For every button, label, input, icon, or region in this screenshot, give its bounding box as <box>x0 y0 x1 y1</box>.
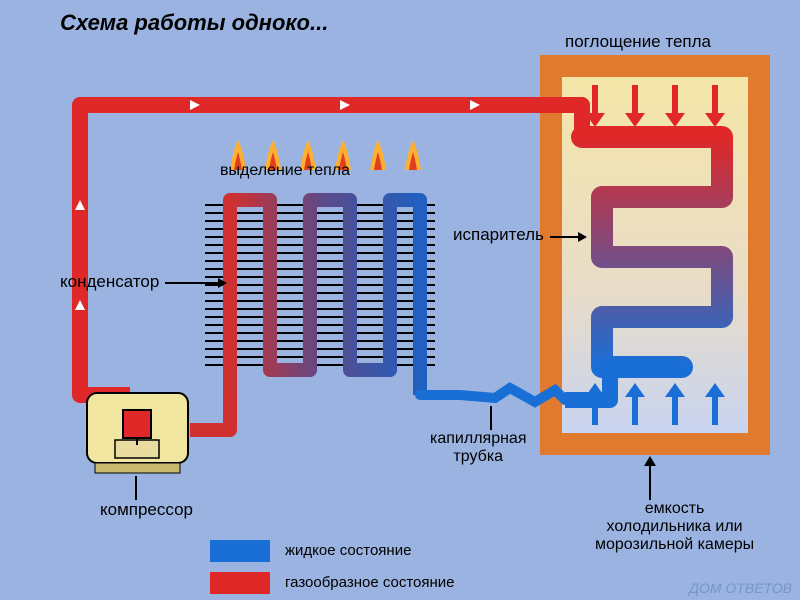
legend-gas-text: газообразное состояние <box>285 574 455 591</box>
label-evaporator: испаритель <box>453 225 544 245</box>
label-heat-absorb: поглощение тепла <box>565 32 711 52</box>
arrow-condenser <box>218 278 227 288</box>
label-compressor: компрессор <box>100 500 193 520</box>
condenser-fins <box>205 205 435 365</box>
pointer-condenser <box>165 282 220 284</box>
label-chamber: емкость холодильника или морозильной кам… <box>595 500 754 554</box>
pointer-capillary <box>490 406 492 430</box>
label-condenser: конденсатор <box>60 272 159 292</box>
diagram-title: Схема работы одноко... <box>60 10 328 36</box>
legend-liquid-text: жидкое состояние <box>285 542 411 559</box>
compressor <box>85 385 190 475</box>
watermark: ДОМ ОТВЕТОВ <box>689 580 792 596</box>
arrow-evaporator <box>578 232 587 242</box>
pointer-compressor <box>135 476 137 500</box>
pointer-evaporator <box>550 236 580 238</box>
pointer-chamber <box>640 456 660 500</box>
label-capillary: капиллярная трубка <box>430 430 526 466</box>
legend-liquid-swatch <box>210 540 270 562</box>
legend-gas-swatch <box>210 572 270 594</box>
label-heat-release: выделение тепла <box>220 162 350 180</box>
diagram-canvas: Схема работы одноко... <box>0 0 800 600</box>
condenser-coil <box>230 200 420 395</box>
fridge-inner <box>562 77 748 433</box>
